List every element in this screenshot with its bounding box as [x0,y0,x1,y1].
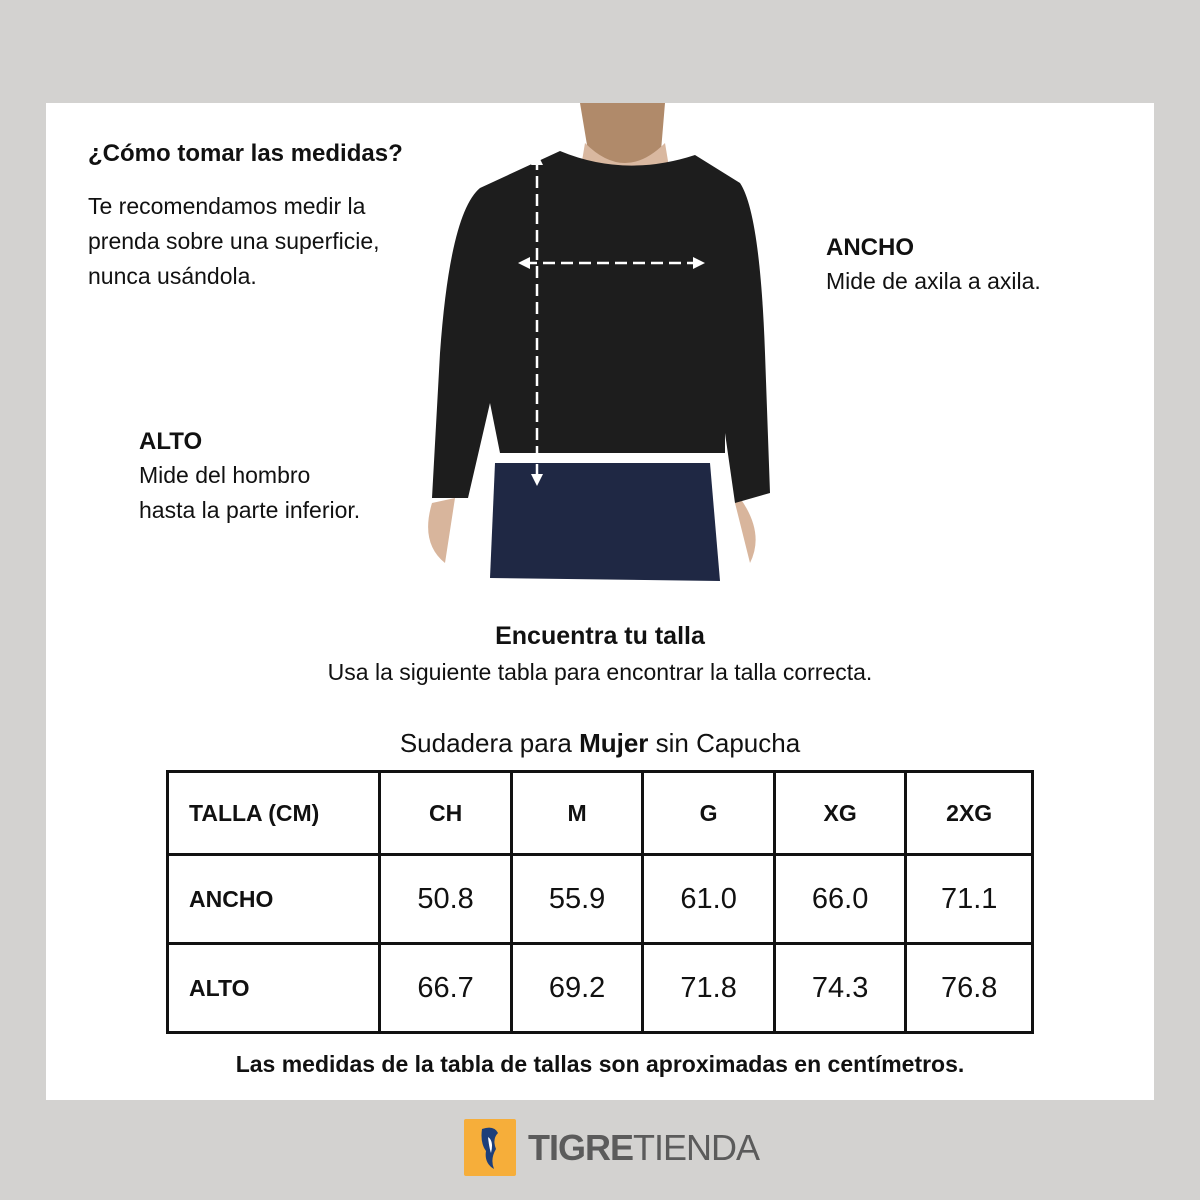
table-row: ALTO 66.7 69.2 71.8 74.3 76.8 [165,942,1034,1034]
header-cell: 2XG [904,770,1034,856]
alto-title: ALTO [139,428,203,455]
cell: 71.1 [904,853,1034,945]
row-label: ANCHO [165,853,382,945]
cell: 61.0 [641,853,776,945]
table-caption: Sudadera para Mujer sin Capucha [0,728,1200,759]
howto-text: Te recomendamos medir la prenda sobre un… [88,189,380,294]
brand-light: TIENDA [633,1126,760,1168]
howto-line: Te recomendamos medir la [88,193,366,219]
howto-line: nunca usándola. [88,263,257,289]
header-cell: TALLA (CM) [165,770,382,856]
row-label: ALTO [165,942,382,1034]
header-cell: M [509,770,645,856]
cell: 74.3 [772,942,908,1034]
header-cell: G [641,770,776,856]
caption-text: Sudadera para [399,728,580,758]
cell: 69.2 [509,942,645,1034]
caption-text: sin Capucha [648,728,801,758]
cell: 76.8 [904,942,1034,1034]
header-cell: XG [772,770,908,856]
size-table: TALLA (CM) CH M G XG 2XG ANCHO 50.8 55.9… [165,770,1034,1034]
tiger-logo-icon [464,1119,516,1176]
howto-line: prenda sobre una superficie, [88,228,380,254]
cell: 55.9 [509,853,645,945]
find-title: Encuentra tu talla [495,622,705,650]
ancho-title: ANCHO [826,234,914,261]
alto-line: hasta la parte inferior. [139,497,361,523]
ancho-desc: Mide de axila a axila. [826,268,1041,294]
alto-line: Mide del hombro [139,462,311,488]
find-subtitle: Usa la siguiente tabla para encontrar la… [327,659,873,685]
brand-logo: TIGRETIENDA [464,1119,760,1176]
brand-bold: TIGRE [528,1126,634,1168]
cell: 50.8 [378,853,513,945]
howto-title: ¿Cómo tomar las medidas? [88,140,403,167]
table-note: Las medidas de la tabla de tallas son ap… [235,1051,965,1077]
brand-wordmark: TIGRETIENDA [528,1126,760,1169]
table-header-row: TALLA (CM) CH M G XG 2XG [165,770,1034,856]
cell: 66.7 [378,942,513,1034]
model-photo [428,103,770,581]
header-cell: CH [378,770,513,856]
cell: 66.0 [772,853,908,945]
table-row: ANCHO 50.8 55.9 61.0 66.0 71.1 [165,853,1034,945]
cell: 71.8 [641,942,776,1034]
alto-text: Mide del hombro hasta la parte inferior. [139,458,360,528]
caption-bold: Mujer [579,728,649,758]
